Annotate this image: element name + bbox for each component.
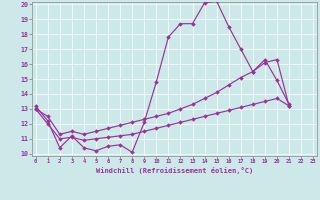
X-axis label: Windchill (Refroidissement éolien,°C): Windchill (Refroidissement éolien,°C) [96,167,253,174]
